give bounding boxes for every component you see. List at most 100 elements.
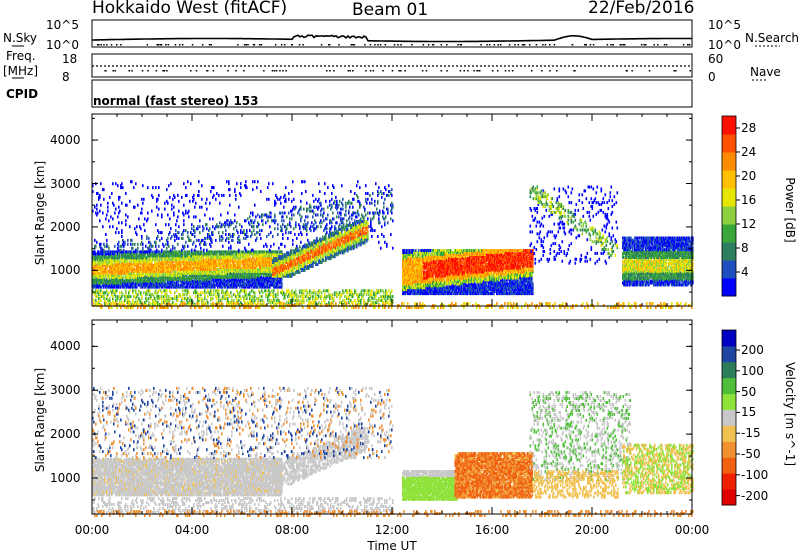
power-cell (154, 266, 156, 269)
power-cell (162, 277, 164, 281)
power-cell (120, 279, 122, 283)
power-cell (199, 231, 201, 235)
power-cell (105, 262, 107, 266)
power-cell (257, 273, 259, 277)
power-cell (291, 213, 293, 217)
power-cell (184, 268, 186, 271)
power-cell (283, 219, 285, 223)
power-cell (321, 207, 323, 211)
power-cell (228, 260, 230, 264)
power-cell (119, 275, 121, 279)
power-cell (209, 268, 211, 271)
power-cell (177, 269, 179, 273)
power-cell (134, 256, 136, 260)
power-cell (217, 279, 219, 283)
power-cell (161, 277, 163, 281)
power-cell (367, 217, 369, 221)
power-cell (147, 211, 149, 215)
power-cell (208, 269, 210, 273)
power-cell (237, 268, 239, 271)
power-cell (320, 225, 322, 229)
power-cell (189, 268, 191, 271)
power-cell (186, 266, 188, 269)
power-cell (99, 193, 101, 197)
power-cell (235, 256, 237, 260)
power-cell (161, 279, 163, 283)
power-cell (199, 225, 201, 229)
power-cell (251, 262, 253, 266)
power-cell (231, 264, 233, 268)
power-cell (229, 254, 231, 258)
power-cell (94, 283, 96, 287)
power-cell (204, 271, 206, 275)
power-cell (202, 281, 204, 285)
power-cell (110, 269, 112, 273)
power-cell (115, 283, 117, 287)
power-cell (236, 271, 238, 275)
power-cell (138, 260, 140, 264)
power-cell (212, 250, 214, 254)
power-cell (238, 258, 240, 262)
power-cell (254, 262, 256, 266)
power-cell (343, 217, 345, 221)
power-cell (134, 262, 136, 266)
power-cell (107, 250, 109, 254)
power-cell (120, 258, 122, 262)
power-cell (232, 262, 234, 266)
power-cell (240, 252, 242, 256)
power-cell (290, 225, 292, 229)
power-cell (117, 277, 119, 281)
power-cell (109, 256, 111, 260)
power-cell (115, 275, 117, 279)
power-cell (150, 285, 152, 289)
power-cell (165, 281, 167, 285)
power-cell (210, 244, 212, 248)
power-cell (116, 279, 118, 283)
power-cell (261, 285, 263, 289)
power-cell (227, 281, 229, 285)
power-cell (178, 199, 180, 203)
power-cell (226, 275, 228, 279)
power-cell (210, 264, 212, 268)
power-cell (222, 231, 224, 235)
power-cell (100, 242, 102, 246)
power-cell (243, 250, 245, 254)
power-cell (195, 281, 197, 285)
power-cell (92, 271, 94, 275)
power-cell (172, 254, 174, 258)
power-cell (233, 285, 235, 289)
power-cell (230, 264, 232, 268)
power-cell (176, 264, 178, 268)
power-cell (151, 277, 153, 281)
power-cell (252, 188, 254, 192)
power-cell (164, 281, 166, 285)
power-cell (127, 275, 129, 279)
power-cell (198, 264, 200, 268)
power-cell (186, 273, 188, 277)
power-cell (228, 254, 230, 258)
power-cell (131, 252, 133, 256)
power-cell (262, 279, 264, 283)
power-cell (201, 256, 203, 260)
power-cell (292, 180, 294, 184)
power-cell (251, 231, 253, 235)
power-cell (260, 236, 262, 240)
power-cell (200, 250, 202, 254)
power-cell (152, 268, 154, 271)
power-cell (130, 256, 132, 260)
power-cell (216, 273, 218, 277)
power-cell (152, 256, 154, 260)
power-cell (224, 268, 226, 271)
power-cell (163, 252, 165, 256)
power-cell (113, 252, 115, 256)
power-cell (124, 258, 126, 262)
power-cell (237, 279, 239, 283)
power-cell (138, 279, 140, 283)
power-cell (134, 273, 136, 277)
power-cell (131, 250, 133, 254)
power-cell (108, 264, 110, 268)
power-cell (92, 277, 94, 281)
power-cell (184, 260, 186, 264)
power-cell (135, 277, 137, 281)
power-cell (236, 182, 238, 186)
